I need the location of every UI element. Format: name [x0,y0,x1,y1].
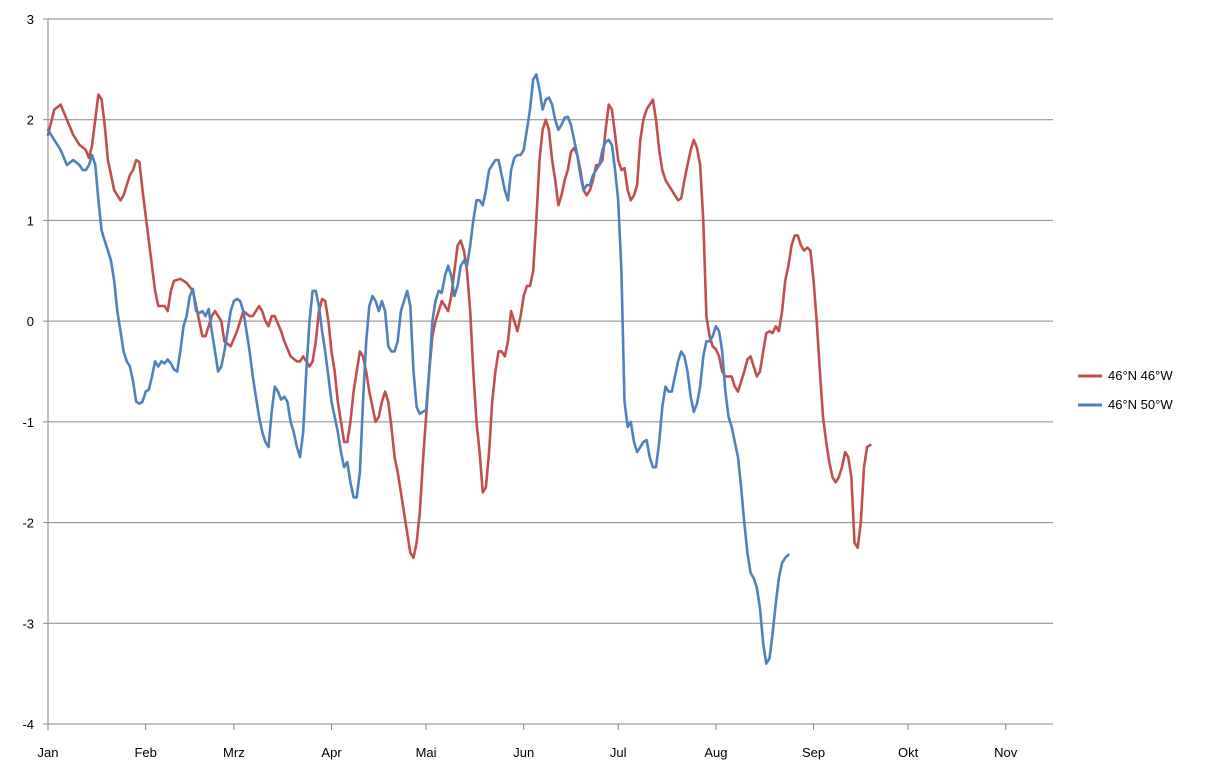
axes [47,19,1053,725]
y-tick-labels: -4 -3 -2 -1 0 1 2 3 [22,12,34,732]
x-tick-label-1: Feb [134,745,156,760]
x-tick-label-6: Jul [610,745,627,760]
x-tick-label-7: Aug [704,745,727,760]
y-tick-label-5: 1 [27,213,34,228]
x-tick-label-9: Okt [898,745,919,760]
legend-entry-1: 46°N 50°W [1078,397,1173,412]
x-tick-label-0: Jan [38,745,59,760]
y-tick-label-1: -3 [22,616,34,631]
series-line-0 [46,93,872,560]
y-tick-label-6: 2 [27,113,34,128]
x-tick-label-8: Sep [802,745,825,760]
x-tick-labels: Jan Feb Mrz Apr Mai Jun Jul Aug Sep Okt Nov [38,724,1018,760]
x-tick-label-3: Apr [321,745,342,760]
legend-label-1: 46°N 50°W [1108,397,1173,412]
legend: 46°N 46°W 46°N 50°W [1078,368,1173,412]
y-tick-label-7: 3 [27,12,34,27]
series-lines [46,73,872,665]
x-tick-label-4: Mai [416,745,437,760]
series-line-1 [46,73,790,665]
x-tick-label-5: Jun [513,745,534,760]
gridlines [43,18,1053,725]
legend-entry-0: 46°N 46°W [1078,368,1173,383]
y-tick-label-2: -2 [22,516,34,531]
y-tick-label-3: -1 [22,415,34,430]
y-tick-label-0: -4 [22,717,34,732]
y-tick-label-4: 0 [27,314,34,329]
legend-label-0: 46°N 46°W [1108,368,1173,383]
x-tick-label-10: Nov [994,745,1018,760]
x-tick-label-2: Mrz [223,745,245,760]
